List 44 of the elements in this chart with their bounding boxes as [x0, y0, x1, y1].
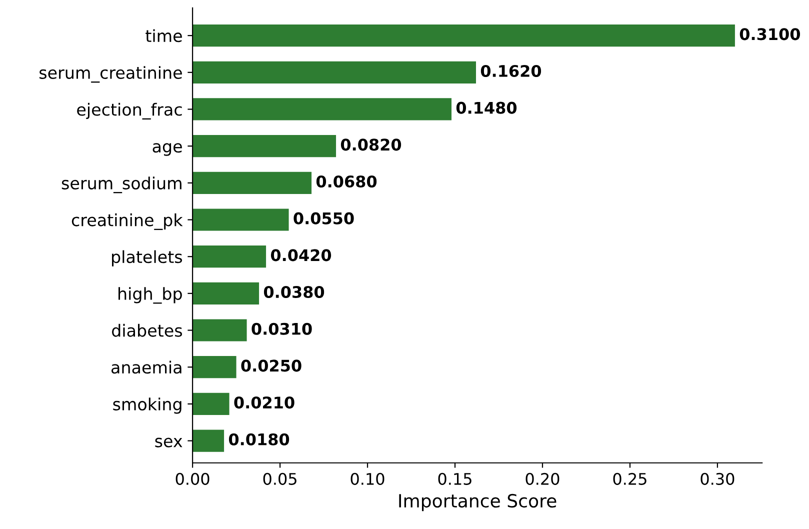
- x-tick-label: 0.10: [350, 472, 384, 485]
- data-label: 0.0420: [270, 249, 332, 262]
- y-tick-label: serum_sodium: [62, 176, 182, 194]
- bar: [192, 208, 289, 231]
- data-label: 0.0180: [228, 433, 290, 446]
- data-label: 0.0820: [340, 138, 402, 151]
- data-label: 0.1620: [480, 64, 542, 78]
- y-tick-label: creatinine_pk: [72, 213, 183, 230]
- data-label: 0.1480: [456, 102, 517, 114]
- y-tick-label: time: [146, 29, 182, 42]
- y-tick-label: high_bp: [118, 287, 182, 304]
- bar: [192, 319, 247, 342]
- x-tick-label: 0.30: [700, 472, 734, 485]
- bar: [192, 356, 236, 378]
- data-label: 0.3100: [740, 28, 800, 40]
- data-label: 0.0680: [316, 175, 377, 188]
- data-label: 0.0550: [294, 212, 354, 224]
- data-label: 0.0380: [264, 286, 324, 298]
- data-label: 0.0250: [241, 360, 302, 372]
- y-tick-label: ejection_frac: [77, 102, 182, 120]
- bar: [192, 246, 266, 268]
- bar: [192, 282, 260, 304]
- bar: [192, 172, 312, 194]
- x-tick-label: 0.25: [613, 472, 646, 485]
- bar: [192, 430, 224, 452]
- x-axis-title: Importance Score: [399, 494, 556, 512]
- bar: [192, 61, 476, 84]
- x-tick-label: 0.15: [438, 472, 472, 485]
- y-tick-label: diabetes: [112, 324, 182, 337]
- bar: [192, 24, 735, 47]
- y-tick-label: serum_creatinine: [40, 66, 182, 83]
- y-tick-label: age: [152, 143, 182, 156]
- y-tick-label: anaemia: [111, 360, 182, 374]
- data-label: 0.0310: [252, 322, 312, 335]
- bar: [192, 392, 230, 415]
- bar: [192, 135, 336, 158]
- y-tick-label: smoking: [113, 398, 182, 414]
- x-tick-label: 0.00: [176, 472, 210, 485]
- y-tick-label: sex: [155, 438, 182, 448]
- bar: [192, 98, 452, 120]
- y-tick-label: platelets: [112, 250, 182, 266]
- x-tick-label: 0.05: [263, 472, 296, 485]
- data-label: 0.0210: [234, 396, 294, 409]
- x-tick-label: 0.20: [526, 472, 560, 485]
